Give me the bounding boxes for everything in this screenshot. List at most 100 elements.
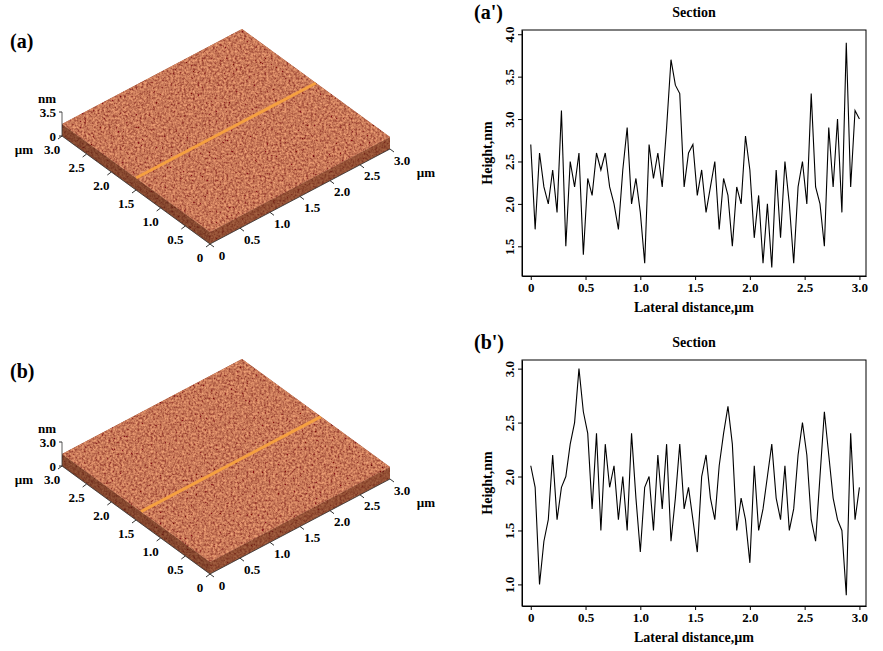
plot-frame (522, 360, 866, 606)
tick-label: 0 (50, 129, 57, 144)
tick: 2.5 (502, 414, 522, 431)
axis-title: µm (417, 495, 435, 510)
axis-title: Lateral distance,µm (634, 300, 754, 315)
surface-body (62, 359, 390, 574)
axis-title: µm (15, 472, 33, 487)
tick-label: 2.5 (797, 280, 814, 295)
tick: 0 (528, 606, 535, 625)
tick-mark (518, 584, 522, 585)
tick-label: 3.0 (502, 361, 517, 377)
tick: 4.0 (502, 27, 522, 43)
panel-label: (a) (10, 30, 33, 53)
axis-line (62, 112, 63, 136)
tick-label: 3.5 (502, 69, 517, 86)
tick-label: 1.0 (274, 546, 290, 561)
marks (531, 369, 860, 596)
marks (141, 417, 321, 512)
tick (157, 208, 161, 211)
surface-panel: (b)00.51.01.52.02.53.0µm00.51.01.52.02.5… (10, 359, 435, 595)
tick-label: 2.5 (364, 168, 381, 183)
axis-line (522, 361, 523, 607)
tick (270, 542, 274, 545)
tick (58, 136, 62, 139)
figure: (a) 0 0.5 1.0 1.5 2.0 2.5 3.0 µm 0 0.5 1.0 1.5 2.0 2.5… (0, 0, 883, 651)
tick-mark (518, 477, 522, 478)
tick-label: 2.0 (93, 178, 109, 193)
tick (300, 527, 304, 530)
tick-mark (518, 204, 522, 205)
tick-label: 2.0 (502, 469, 517, 485)
tick (210, 244, 214, 247)
tick-label: 1.5 (118, 526, 135, 541)
tick (390, 479, 394, 482)
y-axis: 1.0 1.5 2.0 2.5 3.0 (502, 361, 523, 607)
tick: 1.0 (633, 606, 649, 625)
tick-label: 2.0 (502, 196, 517, 212)
tick-label: 3.0 (44, 142, 60, 157)
tick (181, 226, 185, 229)
tick-label: 1.5 (687, 610, 704, 625)
tick-label: 0 (197, 580, 204, 595)
tick-label: 3.5 (40, 105, 57, 120)
tick: 0.5 (578, 276, 595, 295)
tick-label: 2.5 (69, 490, 86, 505)
tick-label: 2.5 (502, 414, 517, 431)
axis-line (62, 442, 63, 466)
tick-label: 3.0 (502, 111, 517, 127)
tick-mark (518, 119, 522, 120)
section-line (136, 83, 316, 178)
tick-label: 2.5 (797, 610, 814, 625)
tick-label: 1.0 (143, 214, 159, 229)
tick (59, 136, 62, 137)
axis-title: Height,nm (480, 121, 495, 185)
tick (83, 484, 87, 487)
chart-title: Section (672, 5, 716, 20)
tick: 2.0 (742, 606, 758, 625)
tick: 1.0 (633, 276, 649, 295)
tick-label: 0 (219, 248, 226, 263)
line-panel: (a')Section00.51.01.52.02.53.0Lateral di… (474, 1, 868, 315)
tick: 3.0 (502, 111, 522, 127)
tick: 1.5 (502, 522, 522, 539)
panel-label: (b') (474, 331, 504, 354)
tick (360, 495, 364, 498)
tick (270, 212, 274, 215)
axis-texts: 00.51.01.52.02.53.0µm00.51.01.52.02.53.0… (15, 421, 435, 595)
tick (59, 112, 62, 113)
tick (132, 520, 136, 523)
tick: 3.0 (852, 276, 868, 295)
tick: 0.5 (578, 606, 595, 625)
axis-line (62, 136, 210, 244)
tick-label: 1.0 (633, 610, 649, 625)
surface-texture (62, 29, 390, 232)
tick (330, 511, 334, 514)
axis-title: nm (38, 421, 56, 436)
axis-line (522, 31, 523, 277)
tick: 2.0 (742, 276, 758, 295)
axis-title: µm (417, 165, 435, 180)
tick (390, 149, 394, 152)
tick-label: 2.0 (742, 610, 758, 625)
tick-label: 1.5 (118, 196, 135, 211)
tick: 3.0 (852, 606, 868, 625)
axis-line (523, 606, 867, 607)
tick (300, 197, 304, 200)
tick-label: 0 (219, 578, 226, 593)
chart-title: Section (672, 335, 716, 350)
tick-label: 0.5 (167, 562, 184, 577)
tick-mark (518, 246, 522, 247)
tick-label: 1.5 (304, 530, 321, 545)
tick-label: 0 (528, 280, 535, 295)
x-axis: 0 0.5 1.0 1.5 2.0 2.5 3.0 (523, 606, 869, 625)
y-axis: 1.52.02.53.03.54.0 (502, 27, 523, 277)
tick: 3.0 (502, 361, 522, 377)
tick (132, 190, 136, 193)
tick-label: 0 (50, 459, 57, 474)
tick-label: 1.0 (502, 577, 517, 593)
tick-mark (518, 423, 522, 424)
tick-label: 2.0 (93, 508, 109, 523)
tick-label: 3.0 (44, 472, 60, 487)
tick: 2.5 (502, 153, 522, 170)
section-line (141, 417, 321, 512)
tick (83, 154, 87, 157)
